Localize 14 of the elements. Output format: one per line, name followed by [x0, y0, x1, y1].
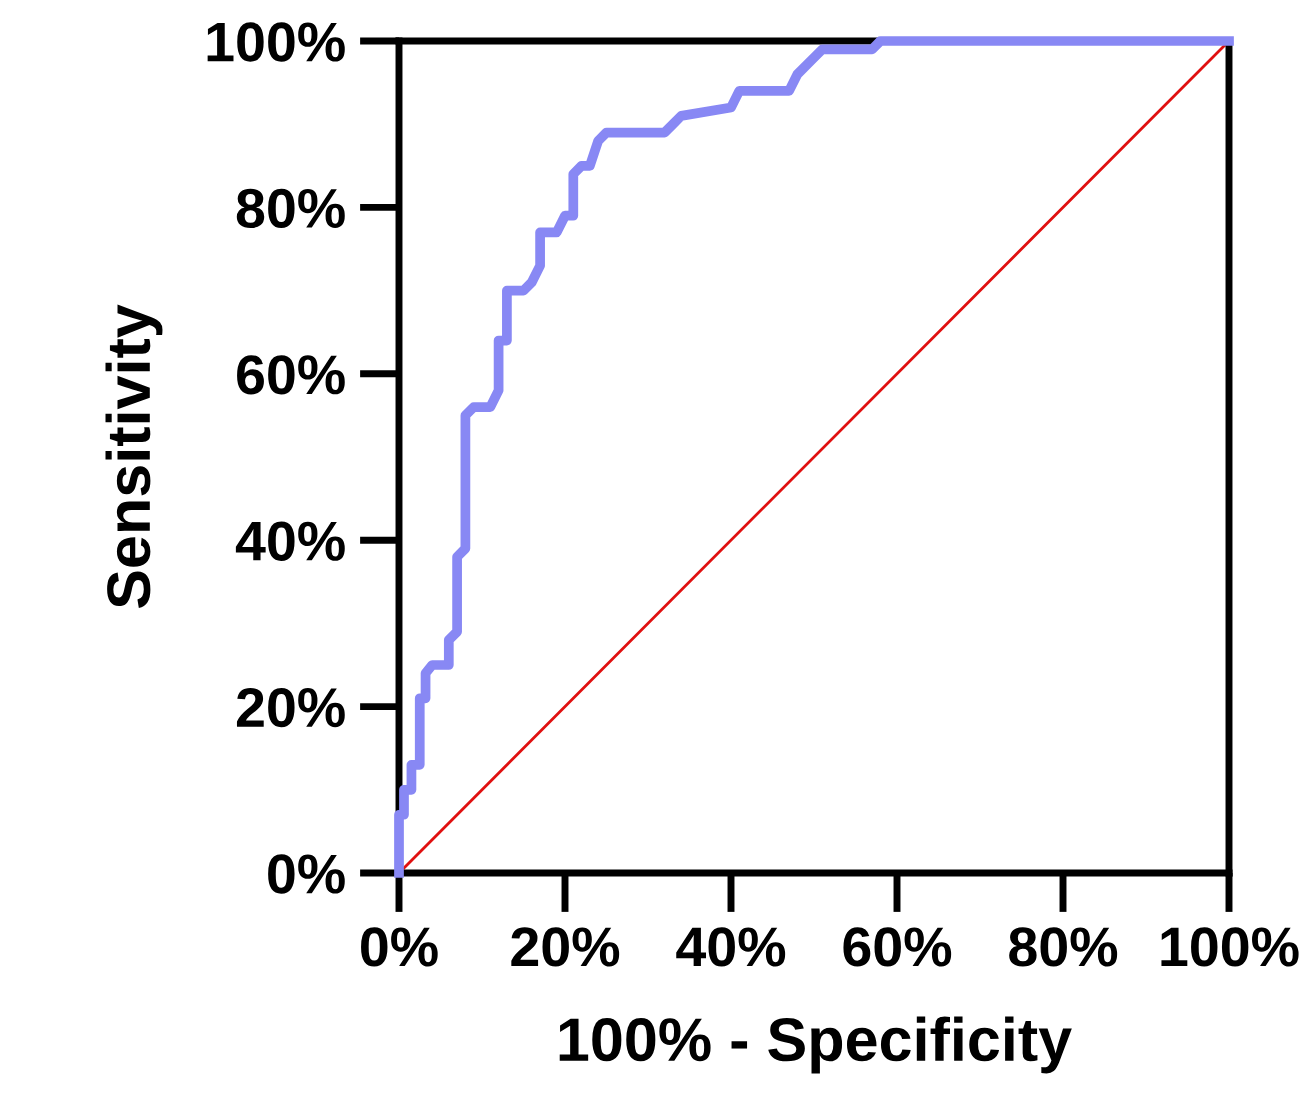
y-tick-label: 20% [236, 687, 345, 728]
x-tick-label: 40% [676, 927, 786, 967]
x-axis-title: 100% - Specificity [559, 1016, 1072, 1074]
y-tick-label: 80% [236, 188, 345, 229]
x-tick-label: 80% [1009, 927, 1118, 967]
x-tick-label: 60% [843, 927, 952, 967]
x-tick-label: 0% [361, 927, 438, 967]
x-tick-label: 20% [511, 927, 620, 967]
y-axis-title: Sensitivity [105, 304, 163, 609]
y-tick-label: 100% [207, 22, 345, 62]
y-tick-label: 60% [237, 355, 345, 395]
y-tick-label: 0% [268, 854, 345, 894]
y-tick-label: 40% [235, 521, 345, 561]
x-tick-label: 100% [1161, 927, 1299, 967]
